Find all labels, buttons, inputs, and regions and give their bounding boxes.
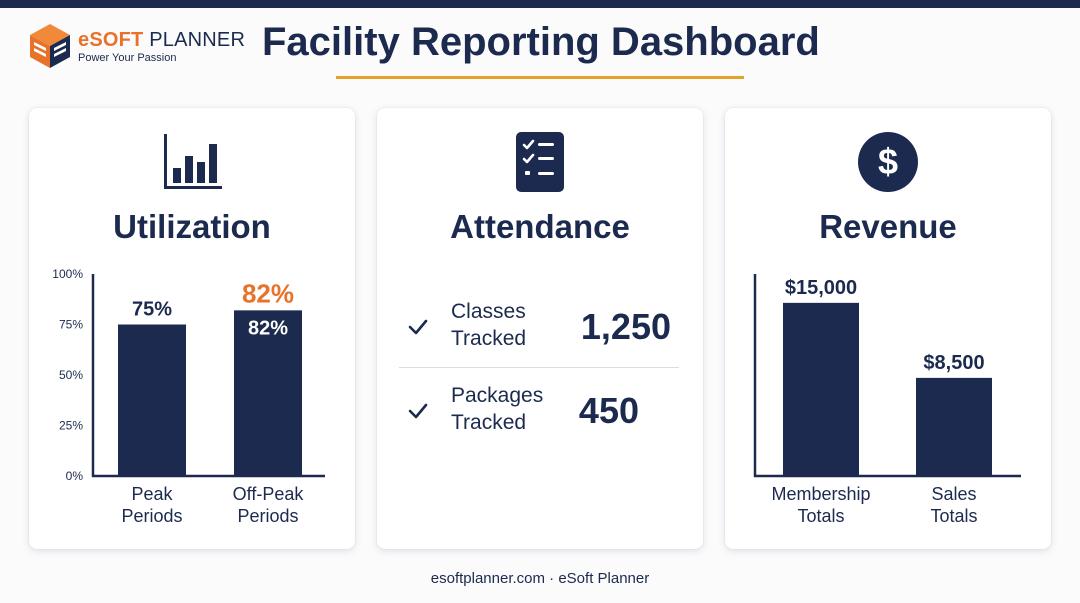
revenue-title: Revenue <box>819 208 957 245</box>
y-tick-label: 0% <box>66 469 84 483</box>
logo-wordmark: eSOFT PLANNER <box>78 29 245 52</box>
attendance-label-line2: Tracked <box>451 327 527 350</box>
attendance-label-line1: Classes <box>451 300 526 323</box>
attendance-row-value: 1,250 <box>580 306 671 347</box>
bar-value-label: $15,000 <box>785 277 857 299</box>
attendance-row-label: Classes Tracked <box>451 298 571 352</box>
x-category-label: Totals <box>930 506 977 526</box>
checklist-icon <box>516 132 564 192</box>
page-title: Facility Reporting Dashboard <box>262 20 820 64</box>
bar-value-label: 75% <box>132 299 172 321</box>
y-tick-label: 100% <box>52 267 83 281</box>
x-category-label: Totals <box>797 506 844 526</box>
bar-chart-icon <box>164 134 222 189</box>
utilization-chart: 100% 75% 50% 25% 0% 75% Peak Periods 82% 82% Off-P… <box>29 258 355 538</box>
y-tick-label: 25% <box>59 419 83 433</box>
utilization-card[interactable]: Utilization 100% 75% 50% 25% 0% 75% Peak Period… <box>29 108 355 549</box>
revenue-card[interactable]: $ Revenue $15,000 Membership Totals $8,500 S… <box>725 108 1051 549</box>
attendance-title: Attendance <box>450 208 630 245</box>
bar-value-label: $8,500 <box>923 352 984 374</box>
attendance-row-value: 450 <box>578 390 639 431</box>
attendance-label-line2: Tracked <box>451 411 527 434</box>
footer-text: esoftplanner.com · eSoft Planner <box>430 570 650 587</box>
logo-wordmark-e: e <box>78 29 90 51</box>
bar-1 <box>783 302 859 476</box>
logo-tagline: Power Your Passion <box>78 52 177 64</box>
cube-logo-icon <box>30 24 70 68</box>
attendance-card[interactable]: Attendance Classes Tracked 1,250 Package… <box>377 108 703 549</box>
bar-2 <box>234 310 302 476</box>
esoft-planner-logo[interactable]: eSOFT PLANNER Power Your Passion <box>28 22 258 72</box>
utilization-title: Utilization <box>113 208 271 245</box>
title-underline <box>336 76 744 79</box>
revenue-chart: $15,000 Membership Totals $8,500 Sales Totals <box>725 258 1051 538</box>
attendance-row-label: Packages Tracked <box>451 382 571 436</box>
attendance-label-line1: Packages <box>451 384 544 407</box>
logo-wordmark-soft: SOFT <box>89 29 144 51</box>
checkmark-icon <box>408 319 428 335</box>
x-category-label: Off-Peak <box>233 484 305 504</box>
x-category-label: Sales <box>931 484 976 504</box>
x-category-label: Periods <box>237 506 298 526</box>
bar-value-label: 82% <box>248 317 288 339</box>
attendance-divider <box>399 367 679 368</box>
checkmark-icon <box>408 403 428 419</box>
attendance-row-classes: Classes Tracked 1,250 <box>399 286 679 366</box>
x-category-label: Peak <box>131 484 173 504</box>
highlight-value-label: 82% <box>242 278 294 308</box>
top-accent-bar <box>0 0 1080 8</box>
dollar-icon: $ <box>858 132 918 192</box>
attendance-row-packages: Packages Tracked 450 <box>399 370 679 450</box>
bar-2 <box>916 377 992 476</box>
x-category-label: Periods <box>121 506 182 526</box>
y-tick-label: 50% <box>59 368 83 382</box>
svg-text:$: $ <box>878 141 898 182</box>
x-category-label: Membership <box>771 484 870 504</box>
y-tick-label: 75% <box>59 318 83 332</box>
bar-1 <box>118 324 186 476</box>
logo-wordmark-planner: PLANNER <box>143 29 246 51</box>
